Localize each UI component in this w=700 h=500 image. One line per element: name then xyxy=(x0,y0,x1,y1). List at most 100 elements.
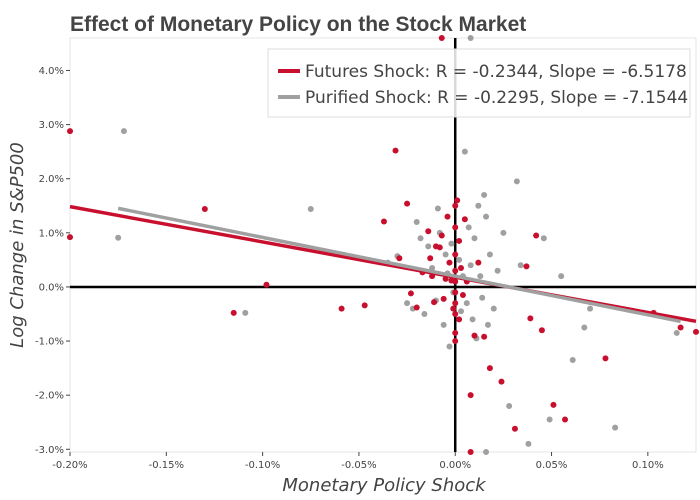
x-tick-label: -0.10% xyxy=(245,460,280,471)
purified-point xyxy=(506,403,513,409)
purified-point xyxy=(517,262,524,269)
futures-point xyxy=(693,328,699,335)
y-tick-label: -1.0% xyxy=(35,337,64,348)
purified-point xyxy=(484,321,491,328)
y-tick-label: 4.0% xyxy=(39,66,64,77)
purified-point xyxy=(461,148,468,155)
purified-point xyxy=(448,240,455,247)
futures-point xyxy=(67,128,73,135)
purified-point xyxy=(525,440,532,447)
chart-title: Effect of Monetary Policy on the Stock M… xyxy=(70,13,526,36)
futures-point xyxy=(486,365,493,372)
futures-point xyxy=(404,200,411,207)
x-tick-label: 0.10% xyxy=(632,460,664,471)
purified-point xyxy=(465,224,472,231)
futures-point xyxy=(454,197,461,204)
futures-point xyxy=(527,315,534,322)
futures-point xyxy=(436,244,443,251)
futures-point xyxy=(263,281,270,288)
futures-point xyxy=(452,251,459,258)
futures-point xyxy=(498,378,505,385)
y-axis-label: Log Change in S&P500 xyxy=(7,142,28,348)
futures-point xyxy=(407,290,414,297)
futures-point xyxy=(550,401,557,408)
y-tick-label: 1.0% xyxy=(39,228,64,239)
y-tick-label: 0.0% xyxy=(39,282,64,293)
purified-point xyxy=(242,309,249,316)
futures-point xyxy=(452,329,459,336)
purified-point xyxy=(467,35,474,41)
legend-box xyxy=(267,48,691,118)
futures-point xyxy=(440,295,447,302)
purified-point xyxy=(434,205,441,212)
futures-point xyxy=(475,259,482,266)
legend-label-purified: Purified Shock: R = -0.2295, Slope = -7.… xyxy=(305,88,688,108)
purified-point xyxy=(463,300,470,307)
futures-point xyxy=(538,327,545,334)
futures-point xyxy=(338,305,345,312)
purified-point xyxy=(458,308,465,315)
purified-point xyxy=(307,206,314,213)
data-points xyxy=(67,35,699,455)
purified-point xyxy=(413,219,420,225)
futures-point xyxy=(446,259,453,266)
futures-point xyxy=(452,224,459,231)
purified-point xyxy=(115,234,122,241)
purified-point xyxy=(440,321,447,328)
purified-point xyxy=(490,305,497,312)
purified-point xyxy=(475,202,482,209)
purified-fit-line xyxy=(117,206,681,324)
fit-lines xyxy=(69,204,697,324)
purified-point xyxy=(494,267,501,274)
futures-point xyxy=(458,265,465,271)
purified-point xyxy=(446,343,453,350)
futures-point xyxy=(456,316,463,323)
futures-point xyxy=(380,218,387,225)
purified-point xyxy=(442,251,449,258)
purified-point xyxy=(587,305,594,312)
futures-point xyxy=(452,338,459,345)
futures-point xyxy=(461,216,468,223)
futures-point xyxy=(481,333,488,340)
futures-point xyxy=(444,213,451,220)
x-tick-label: -0.15% xyxy=(149,460,184,471)
futures-point xyxy=(459,292,466,299)
purified-point xyxy=(558,273,565,280)
futures-point xyxy=(452,289,459,296)
futures-point xyxy=(533,232,540,239)
x-tick-label: 0.05% xyxy=(536,460,568,471)
futures-point xyxy=(456,237,463,244)
purified-point xyxy=(500,229,507,236)
purified-point xyxy=(479,294,486,301)
purified-point xyxy=(425,243,432,250)
purified-point xyxy=(477,273,484,280)
x-tick-label: -0.05% xyxy=(341,460,376,471)
x-tick-label: -0.20% xyxy=(52,460,87,471)
purified-point xyxy=(513,178,520,185)
legend: Futures Shock: R = -0.2344, Slope = -6.5… xyxy=(267,48,691,118)
futures-point xyxy=(450,305,457,312)
x-axis-label: Monetary Policy Shock xyxy=(282,475,487,496)
futures-point xyxy=(511,425,518,432)
purified-point xyxy=(546,416,553,423)
y-axis-ticks: -3.0% -2.0% -1.0% 0.0% 1.0% 2.0% 3.0% 4.0% xyxy=(35,66,70,456)
purified-point xyxy=(569,357,576,363)
futures-point xyxy=(471,332,478,339)
y-tick-label: -3.0% xyxy=(35,445,64,456)
futures-point xyxy=(452,202,459,209)
purified-point xyxy=(120,128,127,135)
y-tick-label: -2.0% xyxy=(35,391,64,402)
purified-point xyxy=(481,191,488,198)
futures-point xyxy=(452,278,459,285)
futures-point xyxy=(396,255,403,262)
futures-point xyxy=(467,449,474,455)
futures-point xyxy=(523,263,530,270)
y-tick-label: 2.0% xyxy=(39,174,64,185)
purified-point xyxy=(469,316,476,323)
purified-point xyxy=(581,324,588,331)
futures-point xyxy=(425,228,432,235)
futures-point xyxy=(438,232,445,239)
y-tick-label: 3.0% xyxy=(39,120,64,131)
purified-point xyxy=(483,213,490,220)
